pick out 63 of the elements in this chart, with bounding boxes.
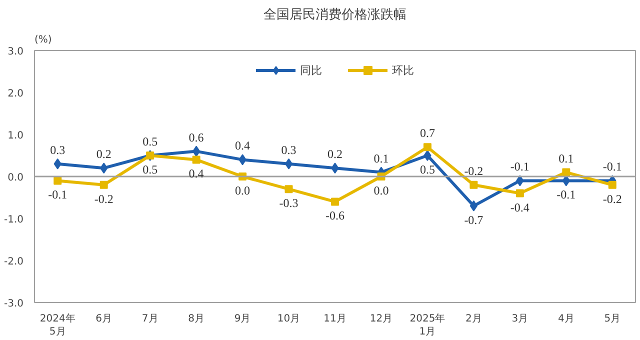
data-label: 0.2 bbox=[96, 147, 112, 162]
y-tick-label: 3.0 bbox=[8, 46, 24, 58]
y-tick-label: 1.0 bbox=[8, 130, 24, 142]
data-label: 0.6 bbox=[188, 130, 204, 144]
y-tick-label: -2.0 bbox=[4, 256, 24, 268]
x-tick-label: 12月 bbox=[370, 314, 393, 324]
point bbox=[516, 189, 524, 198]
data-label: -0.6 bbox=[326, 208, 344, 223]
y-tick-label: -1.0 bbox=[4, 214, 24, 226]
data-label: -0.1 bbox=[602, 160, 622, 174]
data-label: 0.0 bbox=[235, 184, 250, 198]
x-tick-label: 11月 bbox=[324, 314, 346, 324]
data-label: 0.2 bbox=[328, 147, 342, 162]
y-axis-title: (%) bbox=[34, 34, 52, 46]
point bbox=[424, 150, 432, 161]
data-label: -0.2 bbox=[94, 192, 114, 206]
point bbox=[100, 180, 108, 189]
data-label: 0.4 bbox=[188, 166, 204, 181]
data-label: 0.4 bbox=[235, 138, 250, 153]
x-tick-label: 10月 bbox=[277, 314, 300, 324]
x-tick-label: 4月 bbox=[558, 314, 574, 324]
point bbox=[192, 146, 200, 157]
data-label: 0.0 bbox=[374, 184, 389, 198]
y-tick-label: -3.0 bbox=[4, 298, 24, 310]
data-label: 0.7 bbox=[420, 126, 435, 140]
x-tick-label: 2024年 5月 bbox=[40, 312, 76, 338]
x-tick-label: 8月 bbox=[188, 314, 204, 324]
x-tick-label: 2025年 1月 bbox=[410, 312, 446, 338]
point bbox=[470, 200, 478, 212]
point bbox=[470, 180, 478, 189]
x-tick-label: 2月 bbox=[466, 314, 482, 324]
data-label: -0.1 bbox=[510, 160, 530, 174]
data-label: -0.1 bbox=[556, 188, 576, 202]
data-label: 0.3 bbox=[50, 142, 66, 157]
data-label: 0.5 bbox=[142, 134, 158, 148]
point bbox=[562, 168, 570, 176]
data-label: 0.1 bbox=[374, 151, 389, 166]
data-label: 0.5 bbox=[420, 162, 435, 176]
data-label: -0.7 bbox=[464, 212, 484, 227]
x-tick-label: 9月 bbox=[234, 314, 251, 324]
data-label: 0.5 bbox=[142, 162, 158, 176]
x-tick-label: 6月 bbox=[96, 314, 112, 324]
x-tick-label: 7月 bbox=[142, 314, 158, 324]
point bbox=[608, 180, 616, 189]
x-tick-label: 5月 bbox=[604, 314, 621, 324]
chart-title: 全国居民消费价格涨跌幅 bbox=[264, 8, 406, 22]
point bbox=[423, 143, 432, 152]
data-label: 0.3 bbox=[281, 142, 296, 157]
data-label: -0.2 bbox=[602, 192, 622, 206]
data-label: -0.1 bbox=[48, 188, 68, 202]
legend-label: 环比 bbox=[392, 62, 414, 78]
point bbox=[284, 158, 293, 170]
x-tick-label: 3月 bbox=[512, 314, 528, 324]
y-tick-label: 2.0 bbox=[8, 88, 24, 100]
point bbox=[192, 156, 200, 164]
point bbox=[284, 185, 293, 194]
data-label: -0.2 bbox=[464, 164, 484, 178]
point bbox=[331, 198, 339, 206]
legend-label: 同比 bbox=[300, 62, 322, 78]
data-label: -0.4 bbox=[510, 200, 530, 214]
data-label: -0.3 bbox=[279, 196, 298, 210]
y-tick-label: 0.0 bbox=[8, 172, 24, 184]
data-label: 0.1 bbox=[558, 151, 574, 166]
